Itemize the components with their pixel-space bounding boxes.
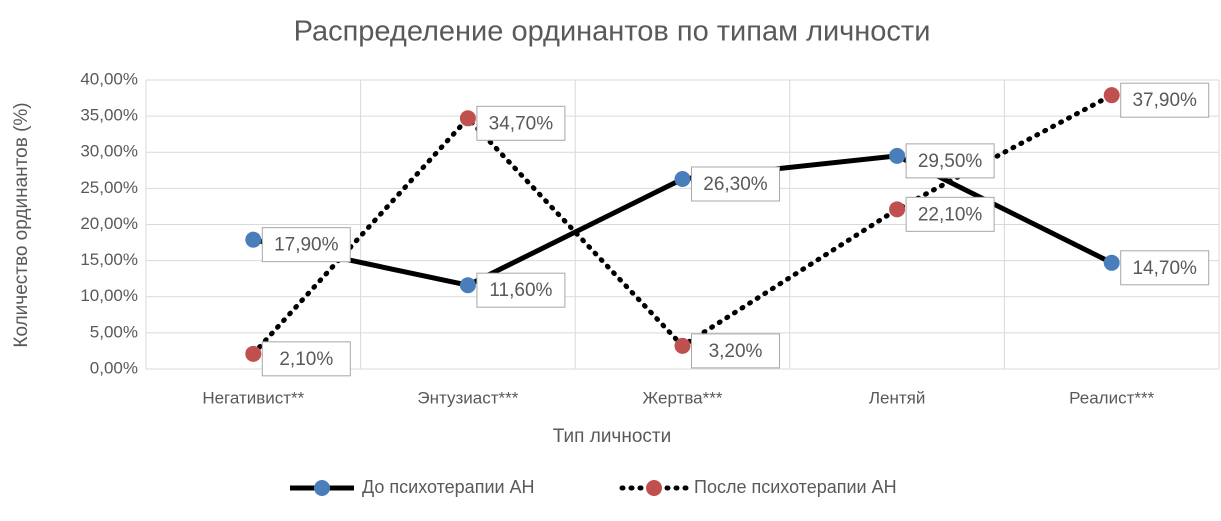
marker xyxy=(245,345,262,362)
y-tick-label: 40,00% xyxy=(80,69,138,88)
y-tick-label: 30,00% xyxy=(80,142,138,161)
data-label-box xyxy=(261,227,351,263)
data-label-box xyxy=(476,105,566,141)
y-tick-label: 20,00% xyxy=(80,214,138,233)
data-label-box xyxy=(691,166,780,202)
marker xyxy=(674,170,691,187)
marker xyxy=(1103,87,1120,104)
data-label-box xyxy=(1120,82,1210,118)
marker xyxy=(889,201,906,218)
data-label: 14,70% xyxy=(1132,258,1197,279)
x-tick-label: Жертва*** xyxy=(643,388,723,407)
data-label: 26,30% xyxy=(703,174,768,195)
data-label: 37,90% xyxy=(1132,90,1197,111)
data-label: 34,70% xyxy=(489,113,554,134)
x-tick-label: Лентяй xyxy=(869,388,926,407)
data-label-box xyxy=(691,333,780,369)
data-label: 2,10% xyxy=(279,349,333,370)
data-label: 17,90% xyxy=(274,235,339,256)
marker xyxy=(459,110,476,127)
data-label-box xyxy=(476,272,566,308)
y-tick-label: 10,00% xyxy=(80,286,138,305)
data-label: 11,60% xyxy=(489,280,552,301)
data-label-box xyxy=(261,341,351,377)
x-tick-label: Энтузиаст*** xyxy=(417,388,518,407)
data-label-box xyxy=(905,143,995,179)
y-tick-label: 25,00% xyxy=(80,178,138,197)
y-tick-label: 0,00% xyxy=(90,358,138,377)
legend-marker xyxy=(646,480,662,496)
marker xyxy=(1103,254,1120,271)
data-label-box xyxy=(1120,250,1210,286)
marker xyxy=(674,337,691,354)
marker xyxy=(245,231,262,248)
y-tick-label: 15,00% xyxy=(80,250,138,269)
marker xyxy=(459,277,476,294)
data-label: 29,50% xyxy=(918,151,983,172)
marker xyxy=(889,147,906,164)
y-tick-label: 35,00% xyxy=(80,106,138,125)
data-label: 22,10% xyxy=(918,204,983,225)
chart-title: Распределение ординантов по типам личнос… xyxy=(294,16,931,48)
y-tick-label: 5,00% xyxy=(90,322,138,341)
x-axis-title: Тип личности xyxy=(553,426,671,447)
x-tick-label: Негативист** xyxy=(202,388,304,407)
data-label: 3,20% xyxy=(709,341,763,362)
legend-label: До психотерапии АН xyxy=(362,477,535,497)
y-axis-title: Количество ординантов (%) xyxy=(11,102,32,347)
data-label-box xyxy=(905,196,995,232)
x-tick-label: Реалист*** xyxy=(1069,388,1154,407)
legend-marker xyxy=(314,480,330,496)
legend-label: После психотерапии АН xyxy=(694,477,897,497)
